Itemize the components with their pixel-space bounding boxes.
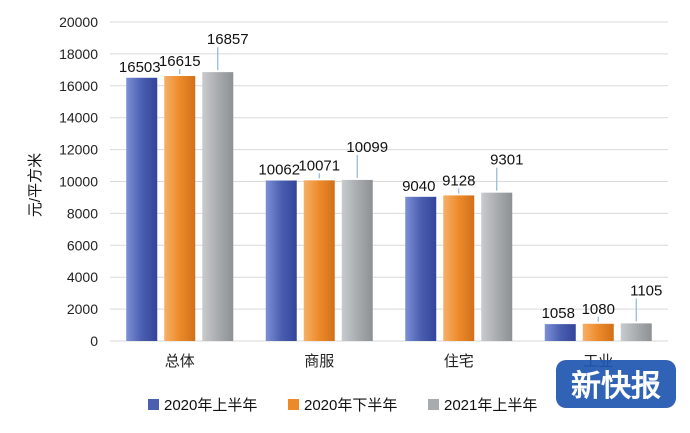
- bar: [164, 75, 196, 341]
- category-label: 商服: [304, 353, 334, 370]
- legend-label: 2020年上半年: [164, 397, 257, 414]
- data-label: 9128: [442, 172, 475, 189]
- bar: [265, 180, 297, 341]
- data-label: 1080: [582, 301, 615, 318]
- data-label: 9301: [490, 152, 523, 169]
- legend-swatch: [148, 399, 159, 410]
- legend: 2020年上半年 2020年下半年 2021年上半年: [148, 397, 537, 414]
- y-tick-label: 2000: [67, 301, 98, 317]
- label-leader-lines: [179, 47, 637, 322]
- watermark-logo-background: [556, 360, 676, 408]
- y-tick-label: 20000: [59, 14, 98, 30]
- bars: [126, 72, 652, 341]
- y-tick-label: 16000: [59, 78, 98, 94]
- data-label: 10062: [258, 162, 300, 179]
- legend-label: 2020年下半年: [304, 397, 397, 414]
- watermark-logo-text: 新快报: [571, 369, 661, 404]
- category-label: 住宅: [444, 353, 474, 370]
- data-label: 10071: [298, 157, 340, 174]
- y-tick-label: 4000: [67, 269, 98, 285]
- category-label: 总体: [165, 353, 195, 370]
- data-label: 1058: [542, 305, 575, 322]
- data-label: 10099: [346, 139, 388, 156]
- x-axis-categories: 总体商服住宅工业: [165, 353, 614, 370]
- y-tick-label: 14000: [59, 110, 98, 126]
- y-axis-ticks: 0 2000 4000 6000 8000 10000 12000 14000 16000 180…: [59, 14, 98, 349]
- y-tick-label: 8000: [67, 205, 98, 221]
- y-tick-label: 6000: [67, 237, 98, 253]
- bar: [303, 180, 335, 341]
- data-label: 16503: [119, 59, 161, 76]
- bar: [443, 195, 475, 341]
- bar: [202, 72, 234, 341]
- data-label: 1105: [630, 282, 662, 299]
- bar: [582, 323, 614, 341]
- y-tick-label: 10000: [59, 174, 98, 190]
- legend-swatch: [288, 399, 299, 410]
- data-label: 16857: [207, 31, 249, 48]
- data-label: 9040: [402, 178, 435, 195]
- bar: [341, 179, 373, 341]
- legend-label: 2021年上半年: [444, 397, 537, 414]
- bar: [481, 192, 513, 341]
- y-tick-label: 12000: [59, 142, 98, 158]
- data-label: 16615: [159, 53, 201, 70]
- bar: [405, 196, 437, 341]
- bar: [620, 323, 652, 341]
- legend-swatch: [428, 399, 439, 410]
- y-tick-label: 18000: [59, 46, 98, 62]
- y-axis-label: 元/平方米: [27, 153, 44, 217]
- watermark-logo: 新快报: [556, 360, 676, 408]
- bar: [126, 77, 158, 341]
- bar: [544, 324, 576, 341]
- y-tick-label: 0: [90, 333, 98, 349]
